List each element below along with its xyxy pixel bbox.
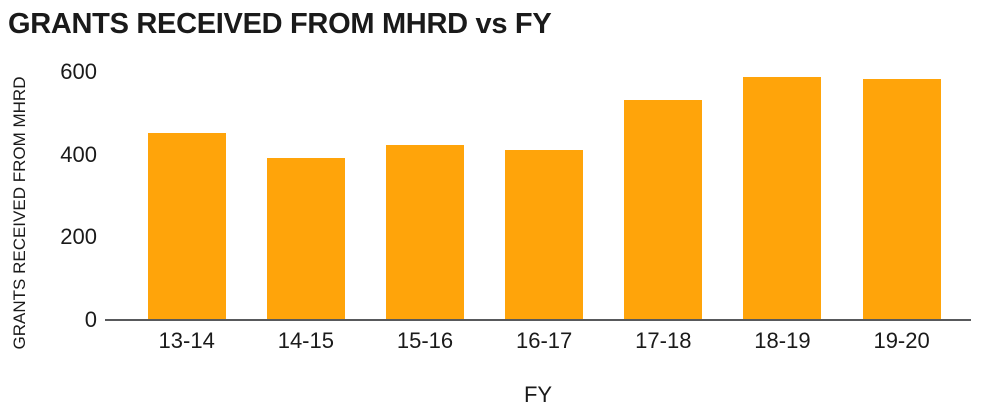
x-tick-label-16-17: 16-17 [516, 328, 573, 353]
y-tick-label-200: 200 [60, 224, 97, 250]
x-tick-label-14-15: 14-15 [277, 328, 334, 353]
y-tick-label-600: 600 [60, 59, 97, 84]
x-tick-label-19-20: 19-20 [873, 328, 930, 353]
plot-area [105, 71, 971, 319]
bar-19-20 [862, 79, 941, 319]
x-axis-line [105, 319, 971, 321]
y-tick-label-400: 400 [60, 141, 97, 167]
x-tick-label-17-18: 17-18 [635, 328, 692, 353]
bar-14-15 [266, 158, 345, 319]
chart-title: GRANTS RECEIVED FROM MHRD vs FY [8, 8, 552, 40]
x-tick-label-15-16: 15-16 [396, 328, 454, 353]
x-tick-label-13-14: 13-14 [158, 328, 215, 353]
y-tick-label-0: 0 [84, 307, 97, 332]
bar-18-19 [743, 77, 822, 319]
x-tick-label-18-19: 18-19 [754, 328, 811, 353]
bar-13-14 [147, 133, 226, 319]
x-axis-title: FY [523, 382, 553, 407]
bar-15-16 [386, 145, 464, 319]
bar-17-18 [624, 100, 703, 319]
bar-16-17 [505, 150, 584, 319]
